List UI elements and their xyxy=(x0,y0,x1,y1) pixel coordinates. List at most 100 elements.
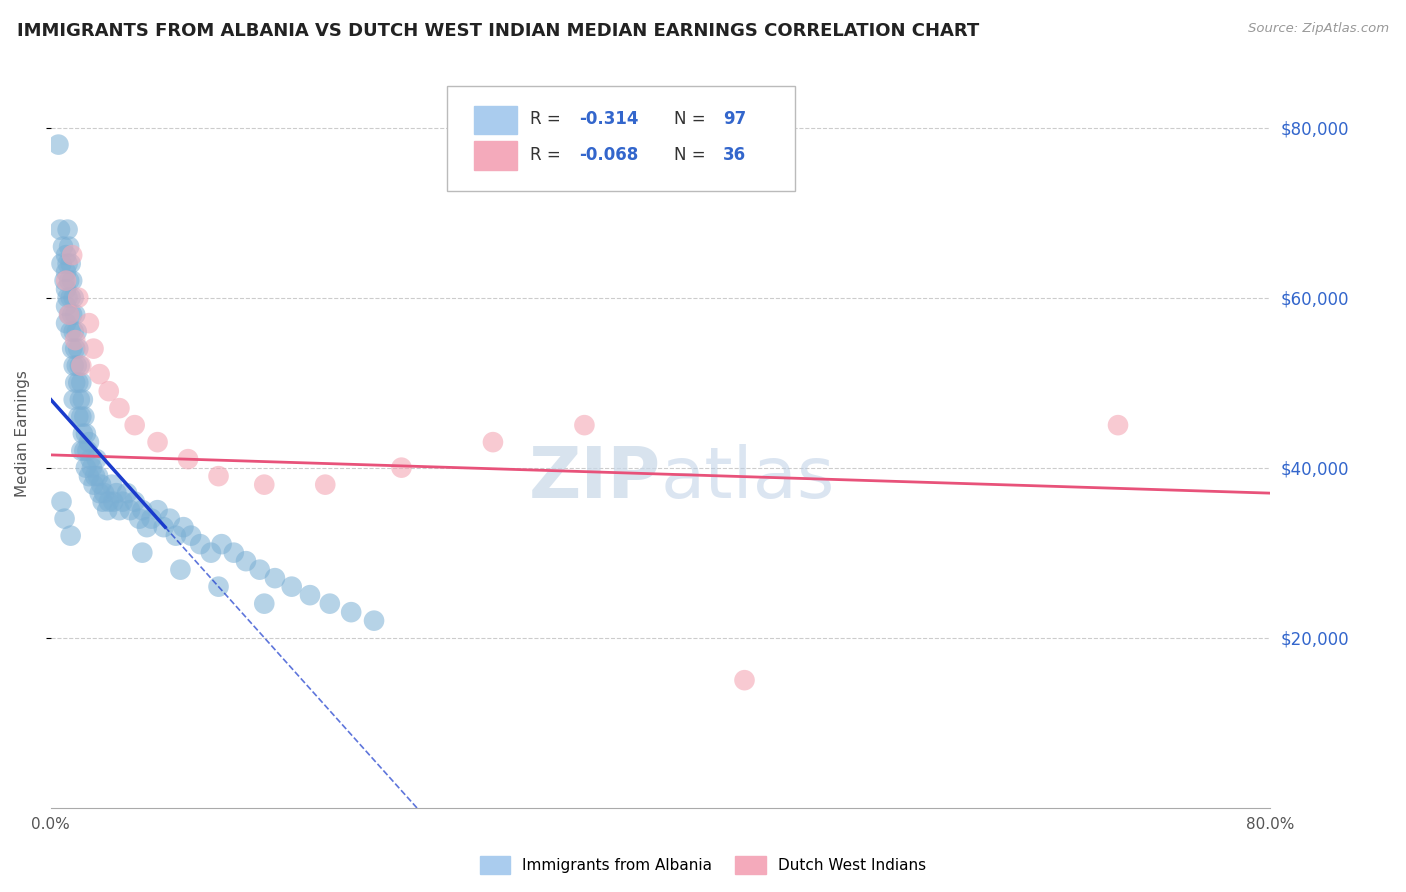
Y-axis label: Median Earnings: Median Earnings xyxy=(15,370,30,497)
Point xyxy=(222,546,245,560)
Point xyxy=(146,435,169,450)
Point xyxy=(59,257,82,271)
Point xyxy=(105,486,128,500)
Point xyxy=(165,529,187,543)
Point xyxy=(108,503,131,517)
Point xyxy=(131,546,153,560)
Point xyxy=(77,469,100,483)
Point xyxy=(207,469,229,483)
Point xyxy=(69,359,91,373)
Point xyxy=(49,222,72,236)
Point xyxy=(65,333,87,347)
Point xyxy=(172,520,194,534)
Point xyxy=(734,673,756,688)
Point xyxy=(93,486,115,500)
Bar xyxy=(474,106,517,135)
Point xyxy=(55,316,77,330)
Point xyxy=(58,308,80,322)
Point xyxy=(51,494,73,508)
Point xyxy=(62,325,84,339)
Point xyxy=(89,367,111,381)
Point xyxy=(108,401,131,416)
Point xyxy=(59,325,82,339)
Legend: Immigrants from Albania, Dutch West Indians: Immigrants from Albania, Dutch West Indi… xyxy=(474,850,932,880)
Point xyxy=(62,291,84,305)
Text: -0.068: -0.068 xyxy=(579,146,638,164)
Point xyxy=(70,359,93,373)
Text: ZIP: ZIP xyxy=(529,444,661,513)
Point xyxy=(319,597,342,611)
Point xyxy=(70,409,93,424)
Point xyxy=(280,580,302,594)
Point xyxy=(60,308,83,322)
Point xyxy=(72,392,94,407)
Point xyxy=(152,520,174,534)
Point xyxy=(67,376,90,390)
Point xyxy=(69,392,91,407)
Point xyxy=(207,580,229,594)
Text: atlas: atlas xyxy=(661,444,835,513)
Point xyxy=(200,546,222,560)
Point xyxy=(60,248,83,262)
Text: IMMIGRANTS FROM ALBANIA VS DUTCH WEST INDIAN MEDIAN EARNINGS CORRELATION CHART: IMMIGRANTS FROM ALBANIA VS DUTCH WEST IN… xyxy=(17,22,979,40)
Point xyxy=(58,274,80,288)
Point xyxy=(53,274,76,288)
Point xyxy=(70,443,93,458)
Point xyxy=(52,239,75,253)
Point xyxy=(79,452,101,467)
Point xyxy=(101,477,124,491)
Point xyxy=(55,248,77,262)
Point xyxy=(76,443,98,458)
Point xyxy=(83,477,105,491)
Point xyxy=(363,614,385,628)
Point xyxy=(253,477,276,491)
Point xyxy=(314,477,336,491)
Point xyxy=(264,571,287,585)
Point xyxy=(56,257,79,271)
Point xyxy=(75,426,97,441)
Point xyxy=(70,376,93,390)
Point xyxy=(249,563,271,577)
Point xyxy=(141,511,163,525)
Point xyxy=(60,274,83,288)
Point xyxy=(77,435,100,450)
Point xyxy=(65,342,87,356)
Point xyxy=(60,342,83,356)
Point xyxy=(55,282,77,296)
Point xyxy=(84,469,107,483)
Text: Source: ZipAtlas.com: Source: ZipAtlas.com xyxy=(1249,22,1389,36)
FancyBboxPatch shape xyxy=(447,86,794,191)
Point xyxy=(56,222,79,236)
Point xyxy=(188,537,211,551)
Point xyxy=(120,503,142,517)
Bar xyxy=(474,141,517,169)
Point xyxy=(482,435,505,450)
Point xyxy=(124,418,146,433)
Point xyxy=(574,418,596,433)
Point xyxy=(51,257,73,271)
Text: 97: 97 xyxy=(723,111,747,128)
Point xyxy=(97,384,120,398)
Point xyxy=(1107,418,1129,433)
Text: R =: R = xyxy=(530,146,567,164)
Point xyxy=(391,460,413,475)
Point xyxy=(62,359,84,373)
Point xyxy=(235,554,257,568)
Point xyxy=(73,409,96,424)
Point xyxy=(75,460,97,475)
Point xyxy=(67,342,90,356)
Point xyxy=(67,409,90,424)
Point xyxy=(103,494,125,508)
Point xyxy=(67,291,90,305)
Point xyxy=(73,443,96,458)
Text: -0.314: -0.314 xyxy=(579,111,638,128)
Point xyxy=(124,494,146,508)
Point xyxy=(96,503,118,517)
Point xyxy=(90,477,112,491)
Point xyxy=(177,452,200,467)
Point xyxy=(115,486,138,500)
Point xyxy=(56,291,79,305)
Point xyxy=(65,376,87,390)
Point xyxy=(298,588,321,602)
Point xyxy=(131,503,153,517)
